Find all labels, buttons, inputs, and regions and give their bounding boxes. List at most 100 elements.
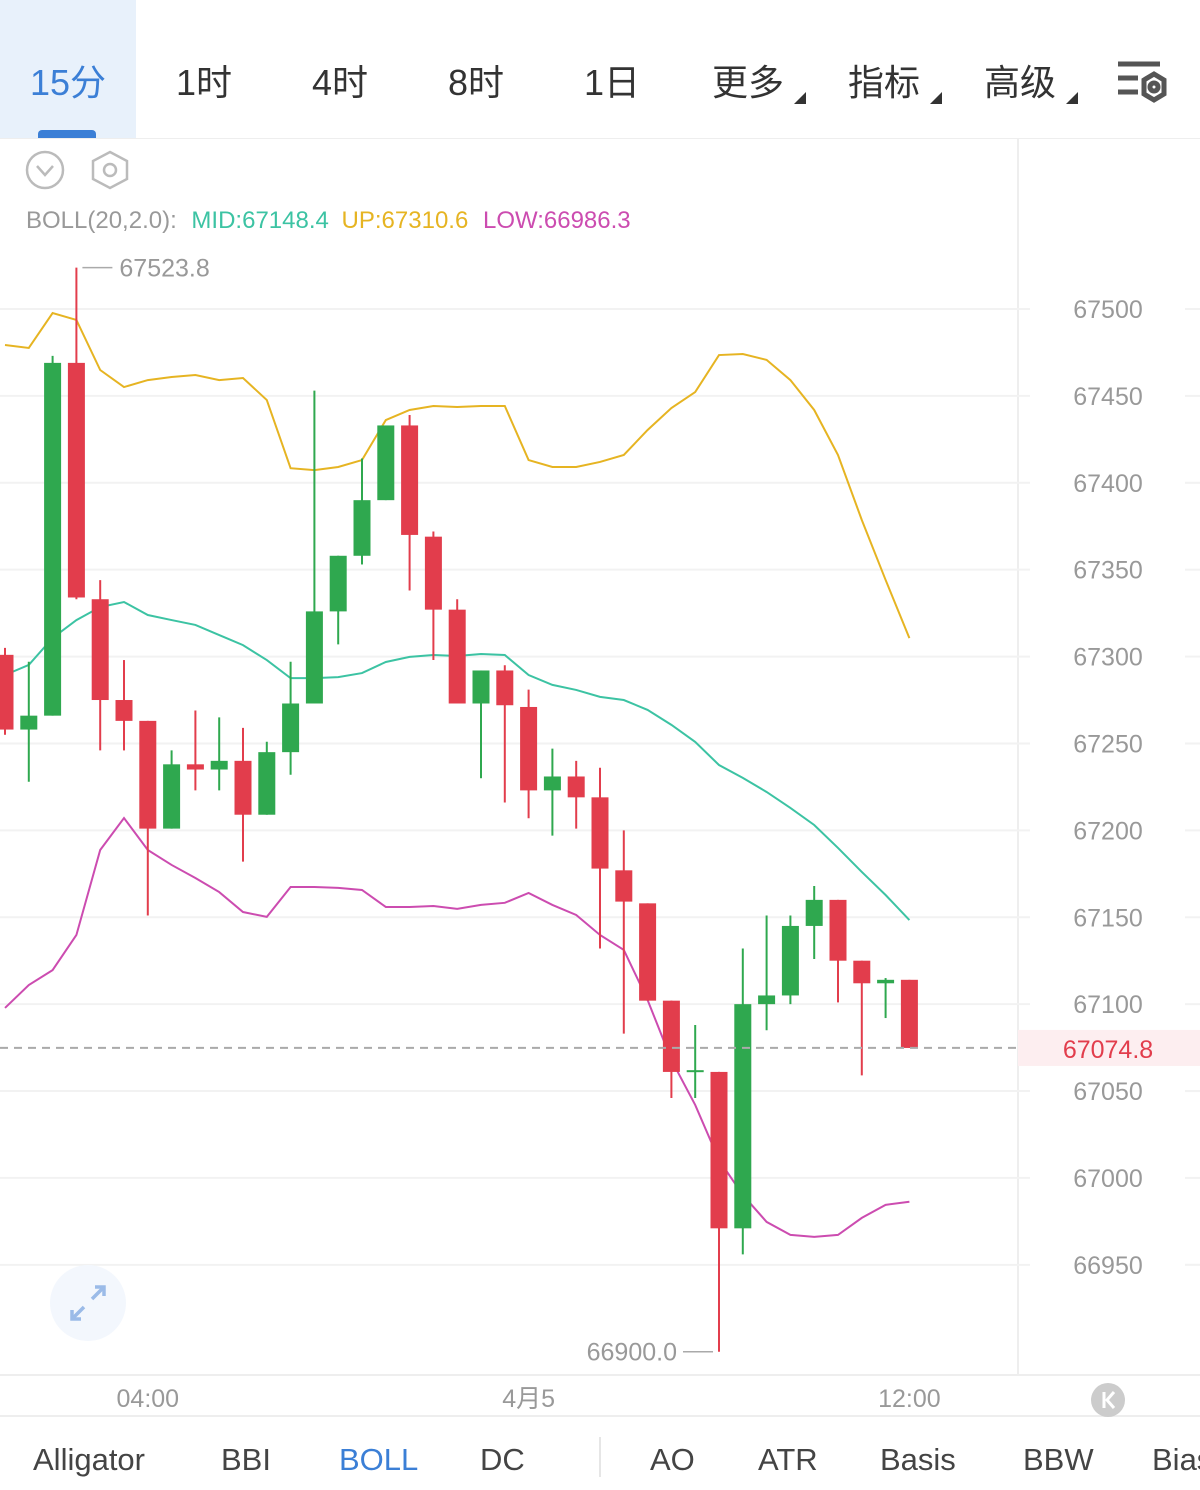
last-price-label: 67074.8 (1063, 1036, 1153, 1064)
x-tick-label: 12:00 (878, 1385, 941, 1413)
tab[interactable]: 1时 (136, 0, 272, 138)
y-tick-label: 67200 (1073, 817, 1143, 845)
dropdown-marker (1066, 92, 1078, 104)
y-tick-label: 67150 (1073, 904, 1143, 932)
indicator-label: BOLL(20,2.0): (26, 207, 177, 234)
tab-label: 15分 (29, 62, 107, 103)
candle-body (734, 1004, 752, 1229)
tab-label: 8时 (447, 62, 505, 103)
candle-body (163, 764, 181, 829)
indicator-legend: BOLL(20,2.0): MID:67148.4 UP:67310.6 LOW… (26, 207, 631, 234)
last-price-box (1018, 1029, 1200, 1066)
chart: BOLL(20,2.0): MID:67148.4 UP:67310.6 LOW… (0, 138, 1200, 1417)
tab[interactable]: 15分 (0, 0, 136, 138)
candle-body (567, 776, 585, 798)
candle-body (115, 700, 133, 721)
legend-label: LOW: (483, 207, 544, 234)
settings-icon[interactable] (1112, 56, 1172, 108)
candle-body (91, 599, 109, 701)
tab[interactable]: 8时 (408, 0, 544, 138)
tab[interactable]: 指标 (826, 0, 942, 138)
y-tick-label: 67400 (1073, 470, 1143, 498)
indicator-tab[interactable]: Basis (880, 1442, 956, 1477)
candle-body (662, 1000, 680, 1072)
high-marker-label: 67523.8 (119, 255, 209, 283)
y-tick-label: 67300 (1073, 644, 1143, 672)
divider (599, 1437, 601, 1477)
y-tick-label: 66950 (1073, 1252, 1143, 1280)
x-tick-label: 4月5 (502, 1385, 555, 1413)
indicator-tab[interactable]: BBI (221, 1442, 271, 1477)
low-marker-label: 66900.0 (587, 1339, 677, 1367)
y-tick-label: 67350 (1073, 557, 1143, 585)
candle-body (686, 1070, 704, 1073)
candle-body (877, 979, 895, 984)
candle-body (282, 703, 300, 753)
candle-body (900, 979, 918, 1048)
candle-body (0, 654, 14, 730)
candle-body (520, 706, 538, 791)
candle-body (853, 960, 871, 984)
legend-value: 67310.6 (382, 207, 469, 234)
indicator-settings-dot (102, 162, 118, 178)
legend-value: 66986.3 (544, 207, 631, 234)
candle-body (139, 720, 157, 829)
candle-body (781, 925, 799, 996)
indicator-tab[interactable]: AO (650, 1442, 695, 1477)
icon-lines (1118, 61, 1167, 103)
indicator-tab[interactable]: ATR (758, 1442, 818, 1477)
indicator-line (4, 816, 910, 1238)
legend-label: UP: (342, 207, 382, 234)
tab-label: 4时 (311, 62, 369, 103)
expand-button[interactable] (50, 1265, 126, 1341)
indicator-tab[interactable]: BOLL (339, 1442, 419, 1477)
candle-body (234, 760, 252, 815)
scroll-latest-icon (1105, 1391, 1116, 1409)
candle-body (472, 670, 490, 704)
candle-body (258, 752, 276, 815)
indicator-tab[interactable]: Bias (1152, 1442, 1200, 1477)
y-tick-label: 67500 (1073, 296, 1143, 324)
candle-body (67, 362, 85, 598)
y-tick-label: 67050 (1073, 1078, 1143, 1106)
tab[interactable]: 1日 (544, 0, 680, 138)
candle-body (496, 670, 514, 706)
candle-body (758, 995, 776, 1005)
indicator-bar: Alligator BBI BOLL DC AO ATR Basis BBW B… (0, 1417, 1200, 1490)
indicator-tab[interactable]: Alligator (33, 1442, 145, 1477)
tab-label: 1日 (583, 62, 641, 103)
candle-body (210, 760, 228, 770)
tab[interactable]: 4时 (272, 0, 408, 138)
y-tick-label: 67450 (1073, 383, 1143, 411)
candle-body (353, 500, 371, 556)
candle-body (543, 776, 561, 791)
candle-body (448, 609, 466, 704)
tab[interactable]: 更多 (690, 0, 806, 138)
tab-label: 高级 (983, 62, 1056, 103)
indicator-tab[interactable]: DC (480, 1442, 525, 1477)
candle-body (186, 764, 204, 770)
candle-body (710, 1071, 728, 1229)
candles (0, 267, 918, 1352)
candle-body (639, 903, 657, 1001)
x-tick-label: 04:00 (117, 1385, 180, 1413)
candle-body (424, 536, 442, 610)
collapse-chevron (36, 165, 54, 177)
legend-value: 67148.4 (242, 207, 329, 234)
dropdown-marker (794, 92, 806, 104)
y-tick-label: 67000 (1073, 1165, 1143, 1193)
candle-body (805, 899, 823, 926)
dropdown-marker (930, 92, 942, 104)
collapse-button[interactable] (25, 150, 65, 190)
candle-body (305, 611, 323, 704)
tab[interactable]: 高级 (962, 0, 1078, 138)
candle-body (20, 715, 38, 730)
y-tick-label: 67250 (1073, 730, 1143, 758)
candle-body (591, 797, 609, 869)
indicator-tab[interactable]: BBW (1023, 1442, 1094, 1477)
candle-body (401, 425, 419, 535)
indicator-settings[interactable] (91, 150, 129, 190)
tab-label: 1时 (175, 62, 233, 103)
grid (0, 308, 1200, 1266)
